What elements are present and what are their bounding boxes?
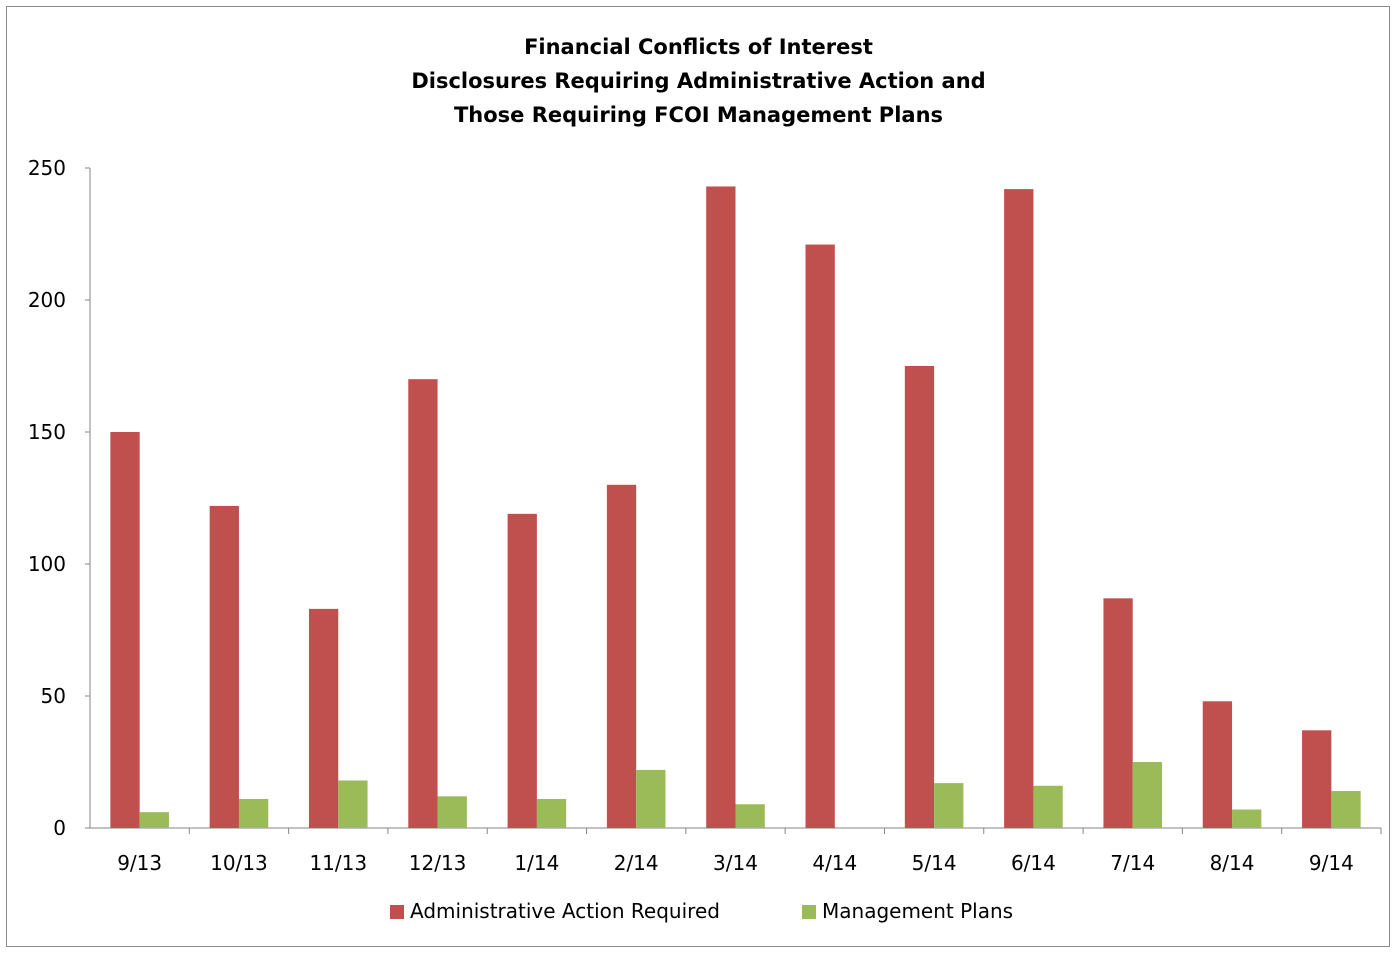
bar-administrative-action bbox=[805, 244, 835, 828]
x-tick-label: 3/14 bbox=[713, 851, 758, 875]
y-tick-label: 250 bbox=[28, 156, 66, 180]
legend-swatch bbox=[390, 905, 404, 919]
legend-label: Management Plans bbox=[822, 899, 1013, 923]
bar-administrative-action bbox=[904, 366, 935, 828]
bar-management-plans bbox=[437, 796, 467, 828]
chart-title: Financial Conflicts of Interest Disclosu… bbox=[0, 30, 1397, 132]
bar-management-plans bbox=[536, 798, 567, 828]
bar-administrative-action bbox=[408, 379, 438, 828]
bar-management-plans bbox=[1232, 809, 1262, 828]
y-axis: 0 50 100 150 200 250 bbox=[28, 156, 91, 840]
bar-administrative-action bbox=[606, 484, 637, 828]
bar-management-plans bbox=[1132, 762, 1163, 828]
bar-administrative-action bbox=[1103, 598, 1133, 828]
bar-management-plans bbox=[139, 812, 169, 828]
legend: Administrative Action Required Management… bbox=[390, 899, 1013, 923]
x-tick-label: 4/14 bbox=[812, 851, 857, 875]
bar-administrative-action bbox=[507, 513, 537, 828]
chart-title-line-2: Disclosures Requiring Administrative Act… bbox=[411, 69, 986, 93]
y-tick-label: 200 bbox=[28, 288, 66, 312]
x-tick-label: 6/14 bbox=[1011, 851, 1056, 875]
x-axis: 9/13 10/13 11/13 12/13 1/14 2/14 3/14 4/14 5/14 6… bbox=[90, 827, 1382, 875]
bar-management-plans bbox=[636, 769, 666, 828]
bar-management-plans bbox=[238, 798, 269, 828]
bar-administrative-action bbox=[1202, 701, 1233, 828]
bar-administrative-action bbox=[1004, 189, 1034, 828]
bars bbox=[110, 186, 1361, 829]
x-tick-label: 9/14 bbox=[1309, 851, 1354, 875]
x-tick-label: 11/13 bbox=[309, 851, 367, 875]
x-tick-label: 5/14 bbox=[912, 851, 957, 875]
bar-administrative-action bbox=[110, 432, 140, 828]
x-tick-label: 12/13 bbox=[409, 851, 467, 875]
chart-title-line-3: Those Requiring FCOI Management Plans bbox=[453, 103, 944, 127]
chart-title-line-1: Financial Conflicts of Interest bbox=[524, 35, 873, 59]
bar-administrative-action bbox=[1302, 730, 1332, 828]
bar-management-plans bbox=[1331, 791, 1361, 828]
legend-label: Administrative Action Required bbox=[410, 899, 720, 923]
legend-swatch bbox=[802, 905, 816, 919]
bar-administrative-action bbox=[209, 505, 239, 828]
bar-administrative-action bbox=[706, 186, 736, 829]
y-tick-label: 50 bbox=[41, 684, 66, 708]
bar-administrative-action bbox=[308, 608, 339, 828]
x-tick-label: 7/14 bbox=[1110, 851, 1155, 875]
x-tick-label: 8/14 bbox=[1210, 851, 1255, 875]
x-tick-label: 10/13 bbox=[210, 851, 268, 875]
y-tick-label: 100 bbox=[28, 552, 66, 576]
x-tick-label: 1/14 bbox=[514, 851, 559, 875]
bar-management-plans bbox=[338, 780, 368, 828]
bar-management-plans bbox=[1033, 785, 1063, 828]
y-tick-label: 0 bbox=[53, 816, 66, 840]
x-tick-label: 9/13 bbox=[117, 851, 162, 875]
y-tick-label: 150 bbox=[28, 420, 66, 444]
bar-management-plans bbox=[934, 783, 964, 828]
x-tick-label: 2/14 bbox=[614, 851, 659, 875]
bar-management-plans bbox=[735, 804, 765, 828]
